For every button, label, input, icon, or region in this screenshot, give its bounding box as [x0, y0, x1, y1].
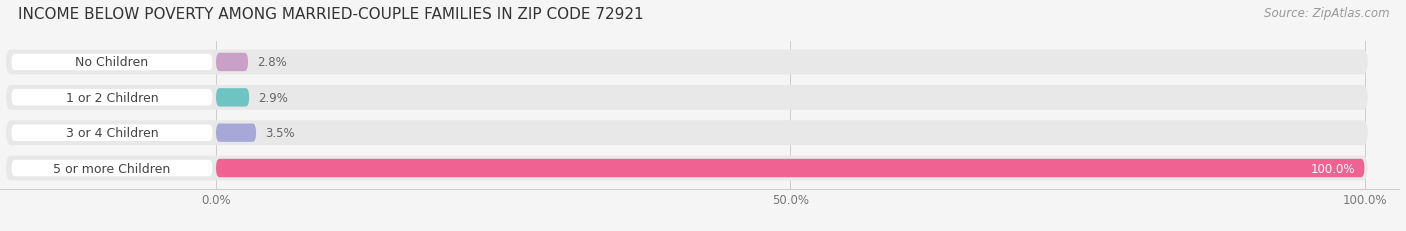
- Text: 100.0%: 100.0%: [1310, 162, 1355, 175]
- Text: No Children: No Children: [76, 56, 149, 69]
- FancyBboxPatch shape: [6, 121, 1368, 146]
- Text: INCOME BELOW POVERTY AMONG MARRIED-COUPLE FAMILIES IN ZIP CODE 72921: INCOME BELOW POVERTY AMONG MARRIED-COUPL…: [18, 7, 644, 22]
- Text: 1 or 2 Children: 1 or 2 Children: [66, 91, 159, 104]
- Text: 3 or 4 Children: 3 or 4 Children: [66, 127, 159, 140]
- FancyBboxPatch shape: [11, 55, 212, 71]
- Text: 2.9%: 2.9%: [259, 91, 288, 104]
- FancyBboxPatch shape: [6, 156, 1368, 181]
- FancyBboxPatch shape: [217, 159, 1364, 177]
- FancyBboxPatch shape: [6, 50, 1368, 75]
- FancyBboxPatch shape: [11, 90, 212, 106]
- FancyBboxPatch shape: [217, 124, 256, 142]
- FancyBboxPatch shape: [11, 125, 212, 141]
- FancyBboxPatch shape: [217, 54, 247, 72]
- Text: Source: ZipAtlas.com: Source: ZipAtlas.com: [1264, 7, 1389, 20]
- Text: 2.8%: 2.8%: [257, 56, 287, 69]
- FancyBboxPatch shape: [11, 160, 212, 176]
- Text: 3.5%: 3.5%: [266, 127, 295, 140]
- FancyBboxPatch shape: [217, 89, 249, 107]
- Text: 5 or more Children: 5 or more Children: [53, 162, 170, 175]
- FancyBboxPatch shape: [6, 85, 1368, 110]
